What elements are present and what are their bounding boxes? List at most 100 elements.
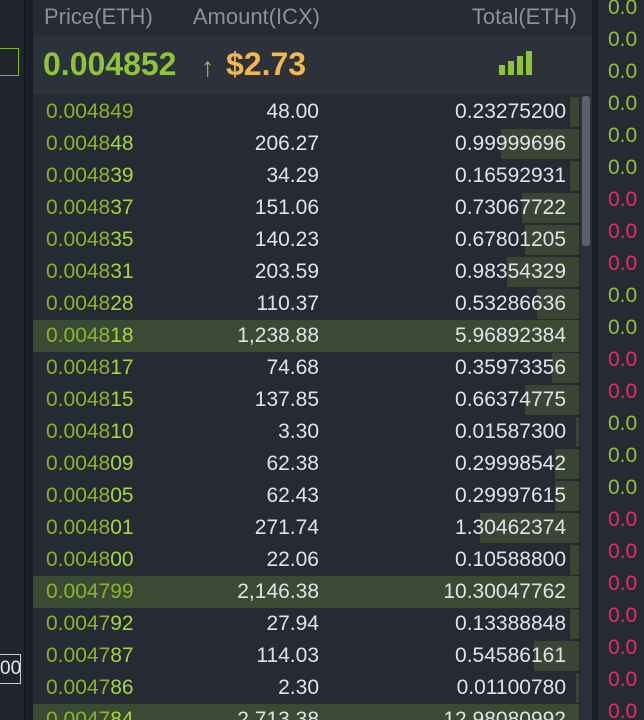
order-price[interactable]: 0.004818: [46, 324, 134, 348]
order-price-prefix: 0.0048: [46, 132, 111, 155]
order-price-suffix: 31: [110, 260, 134, 283]
right-panel: 0.0 0.0 0.0 0.0 0.0 0.0 0.0 0.0 0.0 0.0 0.0 0.0 0.0 0…: [598, 0, 644, 720]
order-price-suffix: 86: [110, 676, 134, 699]
order-price[interactable]: 0.004784: [46, 708, 134, 720]
order-row[interactable]: 0.004818 1,238.88 5.96892384: [33, 320, 579, 352]
order-price[interactable]: 0.004800: [46, 548, 134, 572]
trade-price-cell: 0.0: [608, 700, 638, 720]
depth-bar: [552, 353, 579, 383]
order-amount: 22.06: [266, 548, 319, 571]
order-price-prefix: 0.0048: [46, 164, 111, 187]
order-price-prefix: 0.004849: [46, 100, 134, 123]
trade-price-cell: 0.0: [608, 316, 638, 339]
order-price[interactable]: 0.004792: [46, 612, 134, 636]
order-amount: 62.43: [266, 484, 319, 507]
order-price[interactable]: 0.004848: [46, 132, 134, 156]
trade-price-cell: 0.0: [608, 476, 638, 499]
left-value-box[interactable]: 00: [0, 654, 21, 684]
depth-bar: [480, 513, 579, 543]
order-row[interactable]: 0.004831 203.59 0.98354329: [33, 256, 579, 288]
order-row[interactable]: 0.004837 151.06 0.73067722: [33, 192, 579, 224]
order-price-prefix: 0.0048: [46, 196, 111, 219]
order-price-prefix: 0.0048: [46, 260, 111, 283]
order-total: 0.54586161: [455, 644, 566, 667]
order-price-suffix: 09: [110, 452, 134, 475]
depth-bar: [537, 289, 579, 319]
order-price-suffix: 87: [110, 644, 134, 667]
order-amount: 27.94: [266, 612, 319, 635]
order-row[interactable]: 0.004799 2,146.38 10.30047762: [33, 576, 579, 608]
depth-bar: [525, 385, 579, 415]
order-price[interactable]: 0.004786: [46, 676, 134, 700]
order-price[interactable]: 0.004810: [46, 420, 134, 444]
order-price-suffix: 28: [110, 292, 134, 315]
order-amount: 2,713.38: [237, 708, 319, 720]
order-row[interactable]: 0.004809 62.38 0.29998542: [33, 448, 579, 480]
order-price-prefix: 0.0048: [46, 452, 111, 475]
order-price-prefix: 0.0048: [46, 292, 111, 315]
order-price[interactable]: 0.004799: [46, 580, 134, 604]
trade-price-cell: 0.0: [608, 572, 638, 595]
order-amount: 140.23: [254, 228, 319, 251]
left-panel: 00: [0, 0, 25, 720]
order-amount: 34.29: [266, 164, 319, 187]
order-price[interactable]: 0.004815: [46, 388, 134, 412]
order-total: 10.30047762: [443, 580, 566, 603]
order-row[interactable]: 0.004784 2,713.38 12.98080992: [33, 704, 579, 720]
order-price-suffix: 18: [110, 324, 134, 347]
order-row[interactable]: 0.004839 34.29 0.16592931: [33, 160, 579, 192]
order-price-suffix: 17: [110, 356, 134, 379]
order-row[interactable]: 0.004786 2.30 0.01100780: [33, 672, 579, 704]
amount-column-header[interactable]: Amount(ICX): [192, 4, 320, 29]
order-price[interactable]: 0.004839: [46, 164, 134, 188]
scrollbar[interactable]: [580, 96, 592, 720]
order-price[interactable]: 0.004835: [46, 228, 134, 252]
order-price[interactable]: 0.004849: [46, 100, 134, 124]
order-total: 0.23275200: [455, 100, 566, 123]
order-amount: 151.06: [254, 196, 319, 219]
order-row[interactable]: 0.004815 137.85 0.66374775: [33, 384, 579, 416]
order-price[interactable]: 0.004787: [46, 644, 134, 668]
order-row[interactable]: 0.004801 271.74 1.30462374: [33, 512, 579, 544]
depth-bar: [525, 225, 579, 255]
depth-bar: [576, 673, 579, 703]
order-price[interactable]: 0.004828: [46, 292, 134, 316]
order-amount: 137.85: [254, 388, 319, 411]
total-column-header[interactable]: Total(ETH): [471, 4, 577, 29]
signal-strength-icon[interactable]: [499, 51, 535, 75]
order-price[interactable]: 0.004809: [46, 452, 134, 476]
order-price[interactable]: 0.004817: [46, 356, 134, 380]
left-input-box[interactable]: [0, 48, 19, 76]
last-price: 0.004852: [43, 46, 177, 82]
order-price-suffix: 05: [110, 484, 134, 507]
order-price[interactable]: 0.004801: [46, 516, 134, 540]
trade-price-cell: 0.0: [608, 92, 638, 115]
depth-bar: [522, 193, 579, 223]
order-row[interactable]: 0.004810 3.30 0.01587300: [33, 416, 579, 448]
order-total: 0.73067722: [455, 196, 566, 219]
order-total: 5.96892384: [455, 324, 566, 347]
scrollbar-thumb[interactable]: [582, 96, 590, 246]
depth-bar: [534, 641, 579, 671]
order-price[interactable]: 0.004805: [46, 484, 134, 508]
order-row[interactable]: 0.004805 62.43 0.29997615: [33, 480, 579, 512]
order-price-prefix: 0.0048: [46, 484, 111, 507]
order-price[interactable]: 0.004831: [46, 260, 134, 284]
order-price-prefix: 0.0048: [46, 548, 111, 571]
order-total: 0.99999696: [455, 132, 566, 155]
order-row[interactable]: 0.004787 114.03 0.54586161: [33, 640, 579, 672]
order-price-suffix: 35: [110, 228, 134, 251]
order-row[interactable]: 0.004817 74.68 0.35973356: [33, 352, 579, 384]
order-row[interactable]: 0.004849 48.00 0.23275200: [33, 96, 579, 128]
order-row[interactable]: 0.004848 206.27 0.99999696: [33, 128, 579, 160]
order-row[interactable]: 0.004792 27.94 0.13388848: [33, 608, 579, 640]
order-row[interactable]: 0.004800 22.06 0.10588800: [33, 544, 579, 576]
order-price-suffix: 92: [110, 612, 134, 635]
order-price-prefix: 0.004799: [46, 580, 134, 603]
price-column-header[interactable]: Price(ETH): [44, 4, 153, 29]
order-amount: 2.30: [278, 676, 319, 699]
order-total: 0.53286636: [455, 292, 566, 315]
order-price[interactable]: 0.004837: [46, 196, 134, 220]
order-row[interactable]: 0.004828 110.37 0.53286636: [33, 288, 579, 320]
order-row[interactable]: 0.004835 140.23 0.67801205: [33, 224, 579, 256]
